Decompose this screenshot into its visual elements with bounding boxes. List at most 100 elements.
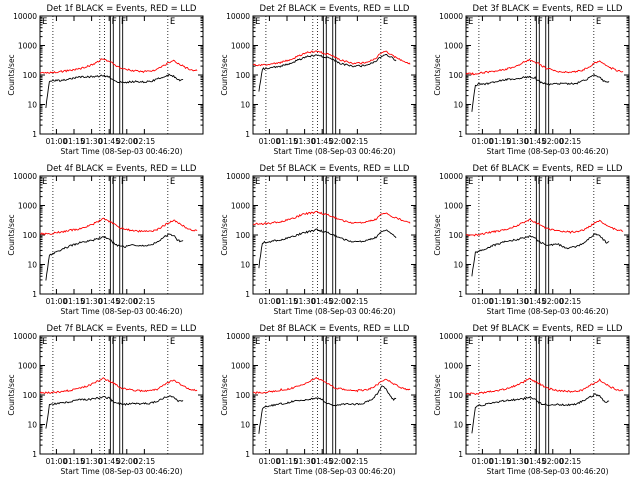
series-events-line	[258, 385, 397, 434]
series-events-line	[45, 73, 184, 109]
x-tick-label: 02:00	[116, 457, 138, 466]
x-tick-label: 01:45	[311, 297, 333, 306]
y-tick-label: 1000	[231, 202, 250, 211]
interval-box	[322, 335, 327, 455]
region-label: E	[596, 337, 601, 347]
x-tick-label: 01:30	[507, 457, 529, 466]
x-tick-label: 01:00	[259, 137, 281, 146]
x-tick-label: 02:15	[560, 137, 582, 146]
series-events-line	[45, 233, 184, 281]
region-label: F	[324, 177, 329, 187]
y-tick-label: 1000	[18, 362, 37, 371]
series-lld-line	[39, 377, 198, 395]
interval-box	[535, 175, 540, 295]
x-tick-label: 01:00	[259, 297, 281, 306]
region-label: E	[255, 337, 260, 347]
x-tick-label: 01:45	[98, 297, 120, 306]
x-tick-label: 02:00	[542, 137, 564, 146]
y-axis-label: Counts/sec	[433, 374, 442, 415]
series-lld-line	[252, 377, 411, 395]
y-tick-label: 1	[458, 450, 463, 459]
y-tick-label: 1	[32, 130, 37, 139]
x-axis-label: Start Time (08-Sep-03 00:46:20)	[487, 467, 609, 476]
x-tick-label: 02:00	[542, 297, 564, 306]
x-tick-label: 01:00	[472, 457, 494, 466]
x-axis-label: Start Time (08-Sep-03 00:46:20)	[487, 147, 609, 156]
chart-panel-3: Det 3f BLACK = Events, RED = LLD 1 10 100 10…	[433, 4, 630, 156]
x-tick-label: 02:00	[329, 137, 351, 146]
region-label: E	[383, 337, 388, 347]
y-axis-label: Counts/sec	[220, 214, 229, 255]
x-tick-label: 01:00	[259, 457, 281, 466]
y-tick-label: 1	[458, 130, 463, 139]
x-tick-label: 02:15	[347, 457, 369, 466]
interval-box	[109, 335, 114, 455]
region-label: F	[334, 177, 339, 187]
series-events-line	[258, 54, 397, 92]
series-lld-line	[252, 50, 411, 67]
y-tick-label: 10	[27, 101, 37, 110]
x-axis-label: Start Time (08-Sep-03 00:46:20)	[274, 307, 396, 316]
x-tick-label: 01:45	[98, 137, 120, 146]
y-tick-label: 10	[27, 421, 37, 430]
y-tick-label: 10	[27, 261, 37, 270]
interval-box	[119, 15, 124, 135]
x-tick-label: 01:30	[294, 137, 316, 146]
plot-frame	[465, 175, 630, 295]
x-tick-label: 02:15	[134, 457, 156, 466]
interval-box	[332, 15, 337, 135]
y-tick-label: 100	[23, 231, 38, 240]
region-label: E	[468, 17, 473, 27]
region-label: E	[596, 177, 601, 187]
x-tick-label: 01:45	[524, 137, 546, 146]
y-tick-label: 1000	[231, 362, 250, 371]
y-axis-label: Counts/sec	[433, 54, 442, 95]
y-tick-label: 1	[245, 130, 250, 139]
plot-frame	[465, 15, 630, 135]
y-tick-label: 1000	[444, 362, 463, 371]
region-label: E	[42, 337, 47, 347]
interval-box	[109, 15, 114, 135]
y-axis-label: Counts/sec	[433, 214, 442, 255]
y-tick-label: 10000	[226, 12, 250, 21]
y-tick-label: 1	[245, 290, 250, 299]
x-tick-label: 02:00	[542, 457, 564, 466]
y-tick-label: 10	[240, 261, 250, 270]
y-tick-label: 100	[236, 231, 251, 240]
y-tick-label: 100	[23, 391, 38, 400]
region-label: E	[596, 17, 601, 27]
region-label: F	[121, 17, 126, 27]
region-label: E	[255, 177, 260, 187]
region-label: F	[121, 177, 126, 187]
y-tick-label: 1	[245, 450, 250, 459]
x-tick-label: 02:15	[560, 457, 582, 466]
y-tick-label: 10	[453, 421, 463, 430]
y-tick-label: 1000	[18, 202, 37, 211]
x-tick-label: 02:15	[347, 297, 369, 306]
chart-title: Det 8f BLACK = Events, RED = LLD	[260, 324, 410, 334]
x-tick-label: 01:00	[46, 457, 68, 466]
plot-frame	[39, 15, 204, 135]
interval-box	[535, 335, 540, 455]
series-events-line	[471, 73, 610, 112]
region-label: F	[324, 17, 329, 27]
chart-title: Det 5f BLACK = Events, RED = LLD	[260, 164, 410, 174]
x-tick-label: 02:15	[347, 137, 369, 146]
x-axis-label: Start Time (08-Sep-03 00:46:20)	[61, 147, 183, 156]
interval-box	[545, 175, 550, 295]
region-label: E	[170, 177, 175, 187]
region-label: E	[255, 17, 260, 27]
y-tick-label: 10000	[13, 172, 37, 181]
series-events-line	[471, 233, 610, 277]
region-label: F	[324, 337, 329, 347]
interval-box	[545, 335, 550, 455]
series-lld-line	[465, 218, 624, 237]
x-tick-label: 01:15	[63, 137, 85, 146]
x-axis-label: Start Time (08-Sep-03 00:46:20)	[274, 147, 396, 156]
plot-frame	[252, 335, 417, 455]
x-tick-label: 02:00	[116, 297, 138, 306]
plot-frame	[39, 335, 204, 455]
x-tick-label: 01:30	[294, 297, 316, 306]
x-tick-label: 01:45	[524, 457, 546, 466]
